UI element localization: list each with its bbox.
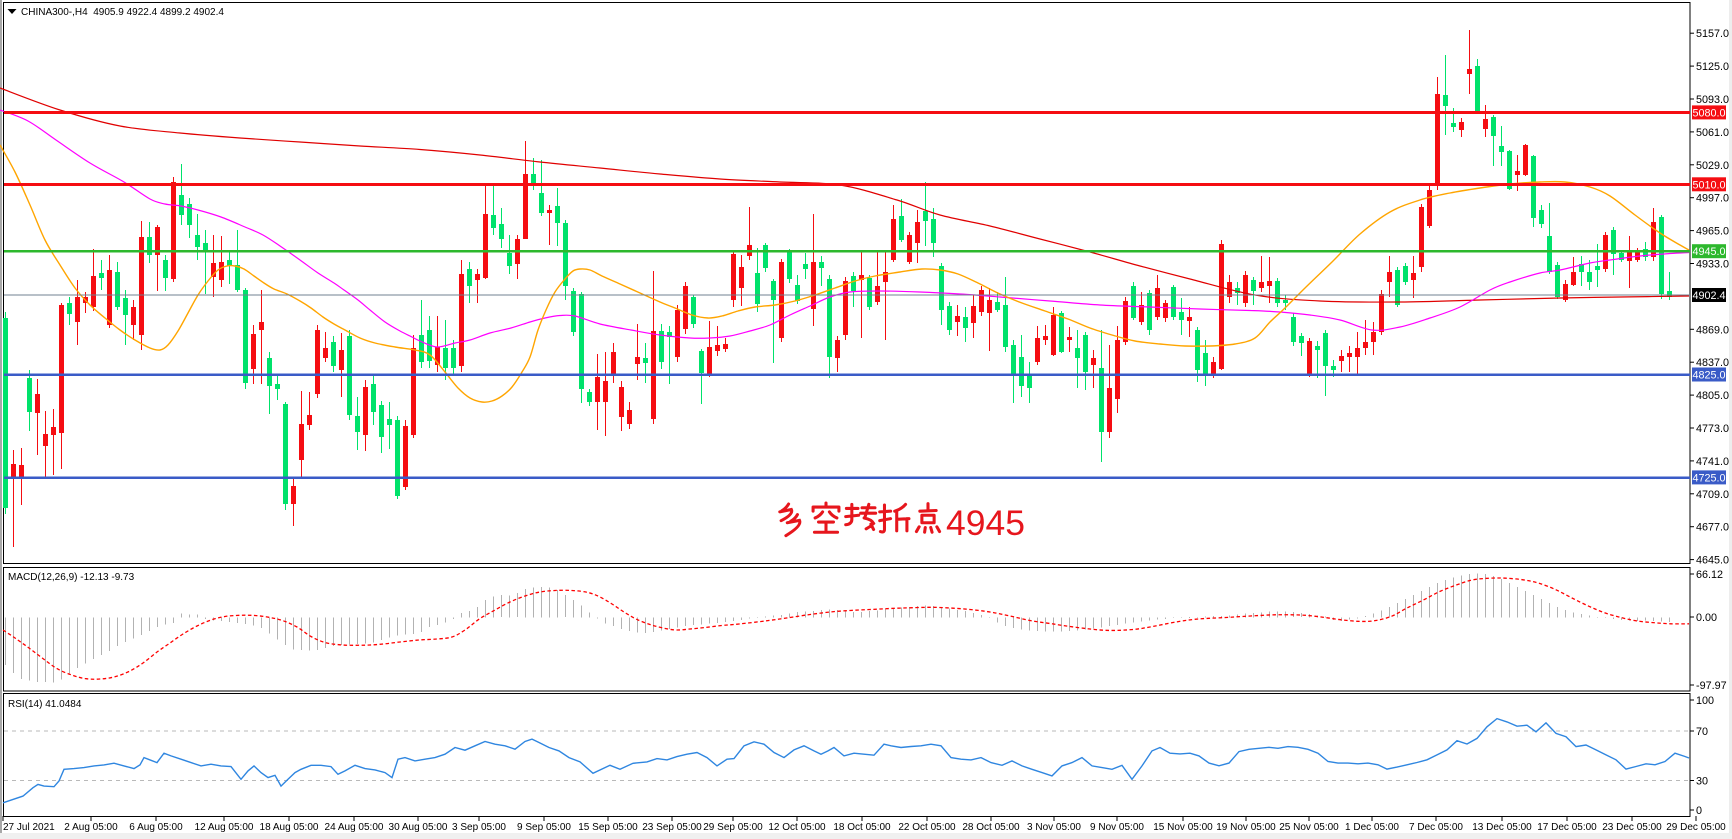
svg-text:4645.0: 4645.0 (1696, 555, 1729, 567)
svg-text:66.12: 66.12 (1696, 569, 1723, 581)
svg-text:22 Oct 05:00: 22 Oct 05:00 (898, 822, 956, 833)
svg-text:13 Dec 05:00: 13 Dec 05:00 (1472, 822, 1532, 833)
svg-text:12 Aug 05:00: 12 Aug 05:00 (195, 822, 254, 833)
svg-text:9 Nov 05:00: 9 Nov 05:00 (1090, 822, 1144, 833)
svg-text:1 Dec 05:00: 1 Dec 05:00 (1345, 822, 1399, 833)
svg-text:9 Sep 05:00: 9 Sep 05:00 (517, 822, 571, 833)
svg-text:5010.0: 5010.0 (1692, 179, 1725, 191)
svg-text:6 Aug 05:00: 6 Aug 05:00 (129, 822, 183, 833)
svg-text:70: 70 (1696, 726, 1708, 738)
svg-text:4933.0: 4933.0 (1696, 259, 1729, 271)
svg-text:17 Dec 05:00: 17 Dec 05:00 (1537, 822, 1597, 833)
svg-text:4773.0: 4773.0 (1696, 423, 1729, 435)
svg-text:4869.0: 4869.0 (1696, 324, 1729, 336)
svg-text:4965.0: 4965.0 (1696, 226, 1729, 238)
svg-text:7 Dec 05:00: 7 Dec 05:00 (1409, 822, 1463, 833)
svg-text:2 Aug 05:00: 2 Aug 05:00 (64, 822, 118, 833)
svg-text:15 Nov 05:00: 15 Nov 05:00 (1153, 822, 1213, 833)
svg-text:4945: 4945 (946, 503, 1025, 543)
svg-text:30 Aug 05:00: 30 Aug 05:00 (389, 822, 448, 833)
svg-text:0.00: 0.00 (1696, 612, 1717, 624)
svg-text:28 Oct 05:00: 28 Oct 05:00 (962, 822, 1020, 833)
svg-text:5157.0: 5157.0 (1696, 28, 1729, 40)
svg-text:12 Oct 05:00: 12 Oct 05:00 (768, 822, 826, 833)
svg-text:18 Oct 05:00: 18 Oct 05:00 (833, 822, 891, 833)
svg-text:0: 0 (1696, 805, 1702, 817)
svg-text:4725.0: 4725.0 (1692, 472, 1725, 484)
svg-text:MACD(12,26,9) -12.13 -9.73: MACD(12,26,9) -12.13 -9.73 (8, 572, 135, 583)
svg-text:4837.0: 4837.0 (1696, 357, 1729, 369)
svg-text:5125.0: 5125.0 (1696, 61, 1729, 73)
svg-text:5029.0: 5029.0 (1696, 160, 1729, 172)
svg-text:29 Sep 05:00: 29 Sep 05:00 (703, 822, 763, 833)
svg-text:5080.0: 5080.0 (1692, 107, 1725, 119)
svg-text:4997.0: 4997.0 (1696, 193, 1729, 205)
svg-text:29 Dec 05:00: 29 Dec 05:00 (1666, 822, 1726, 833)
svg-text:4709.0: 4709.0 (1696, 489, 1729, 501)
svg-text:5061.0: 5061.0 (1696, 127, 1729, 139)
svg-text:30: 30 (1696, 776, 1708, 788)
svg-text:23 Dec 05:00: 23 Dec 05:00 (1602, 822, 1662, 833)
svg-text:19 Nov 05:00: 19 Nov 05:00 (1216, 822, 1276, 833)
svg-text:24 Aug 05:00: 24 Aug 05:00 (325, 822, 384, 833)
svg-text:3 Nov 05:00: 3 Nov 05:00 (1027, 822, 1081, 833)
svg-text:100: 100 (1696, 695, 1714, 707)
svg-text:4805.0: 4805.0 (1696, 390, 1729, 402)
svg-text:25 Nov 05:00: 25 Nov 05:00 (1279, 822, 1339, 833)
svg-text:4741.0: 4741.0 (1696, 456, 1729, 468)
svg-text:15 Sep 05:00: 15 Sep 05:00 (578, 822, 638, 833)
svg-text:CHINA300-,H4 4905.9 4922.4 48: CHINA300-,H4 4905.9 4922.4 4899.2 4902.4 (21, 7, 224, 18)
svg-text:RSI(14) 41.0484: RSI(14) 41.0484 (8, 699, 82, 710)
svg-text:-97.97: -97.97 (1696, 680, 1727, 692)
svg-text:5093.0: 5093.0 (1696, 94, 1729, 106)
svg-text:4945.0: 4945.0 (1692, 246, 1725, 258)
svg-text:4677.0: 4677.0 (1696, 522, 1729, 534)
svg-text:4902.4: 4902.4 (1692, 290, 1725, 302)
svg-text:18 Aug 05:00: 18 Aug 05:00 (260, 822, 319, 833)
svg-text:27 Jul 2021: 27 Jul 2021 (3, 822, 55, 833)
svg-text:3 Sep 05:00: 3 Sep 05:00 (452, 822, 506, 833)
svg-text:4825.0: 4825.0 (1692, 370, 1725, 382)
svg-text:23 Sep 05:00: 23 Sep 05:00 (642, 822, 702, 833)
